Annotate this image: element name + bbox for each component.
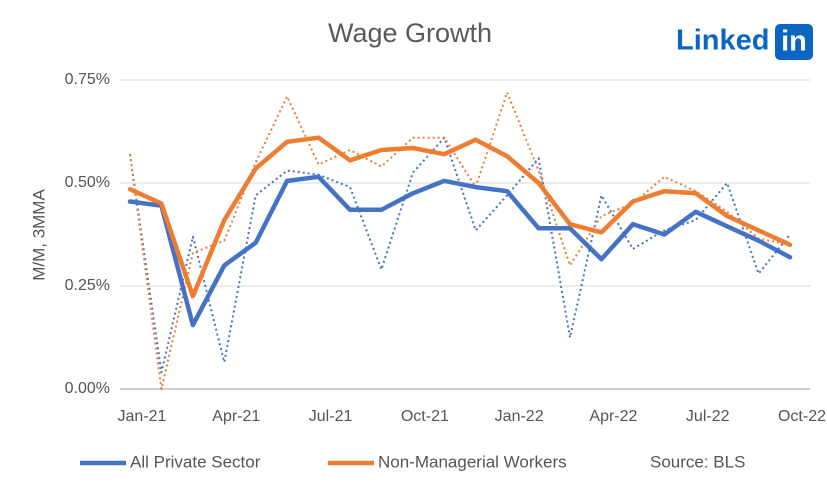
legend-label: All Private Sector	[130, 452, 261, 471]
x-tick-label: Jul-21	[309, 408, 353, 425]
x-tick-label: Oct-22	[778, 408, 826, 425]
y-tick-label: 0.25%	[65, 277, 110, 294]
logo-badge-text: in	[781, 26, 807, 58]
y-tick-label: 0.75%	[65, 71, 110, 88]
x-tick-label: Jan-22	[495, 408, 544, 425]
chart-title: Wage Growth	[328, 18, 492, 48]
average-line	[127, 174, 793, 328]
x-tick-label: Apr-21	[212, 408, 260, 425]
y-tick-label: 0.00%	[65, 380, 110, 397]
monthly-line	[129, 91, 791, 390]
x-tick-label: Apr-22	[589, 408, 637, 425]
x-tick-label: Oct-21	[401, 408, 449, 425]
legend-label: Non-Managerial Workers	[378, 452, 567, 471]
source: Source: BLS	[650, 452, 745, 471]
logo-badge	[775, 24, 813, 60]
average-line	[127, 135, 793, 299]
x-tick-label: Jul-22	[686, 408, 730, 425]
logo-text: Linked	[676, 25, 769, 57]
y-axis-label: M/M, 3MMA	[29, 189, 48, 281]
x-tick-label: Jan-21	[118, 408, 167, 425]
y-tick-label: 0.50%	[65, 174, 110, 191]
